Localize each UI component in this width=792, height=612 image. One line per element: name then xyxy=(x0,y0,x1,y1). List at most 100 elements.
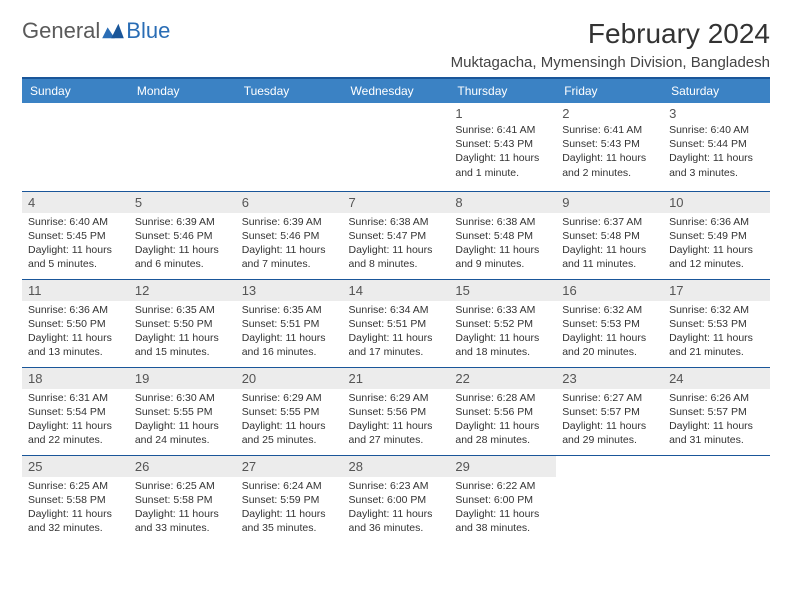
day-info: Sunrise: 6:39 AMSunset: 5:46 PMDaylight:… xyxy=(242,215,337,272)
day-info-line: and 24 minutes. xyxy=(135,433,230,447)
day-info-line: Daylight: 11 hours xyxy=(455,331,550,345)
day-info: Sunrise: 6:35 AMSunset: 5:51 PMDaylight:… xyxy=(242,303,337,360)
day-info-line: Sunset: 5:49 PM xyxy=(669,229,764,243)
calendar-cell: 2Sunrise: 6:41 AMSunset: 5:43 PMDaylight… xyxy=(556,103,663,191)
day-number: 14 xyxy=(343,280,450,301)
day-info-line: and 28 minutes. xyxy=(455,433,550,447)
calendar-head: SundayMondayTuesdayWednesdayThursdayFrid… xyxy=(22,79,770,103)
day-number: 29 xyxy=(449,456,556,477)
day-info-line: Daylight: 11 hours xyxy=(669,243,764,257)
day-number: 10 xyxy=(663,192,770,213)
day-info-line: and 3 minutes. xyxy=(669,166,764,180)
day-info-line: Sunrise: 6:29 AM xyxy=(349,391,444,405)
calendar-cell: 16Sunrise: 6:32 AMSunset: 5:53 PMDayligh… xyxy=(556,279,663,367)
day-info-line: Sunrise: 6:36 AM xyxy=(28,303,123,317)
calendar-cell-blank xyxy=(22,103,129,191)
day-info-line: Sunrise: 6:35 AM xyxy=(242,303,337,317)
calendar-cell: 23Sunrise: 6:27 AMSunset: 5:57 PMDayligh… xyxy=(556,367,663,455)
day-info-line: Sunrise: 6:41 AM xyxy=(562,123,657,137)
day-info-line: and 16 minutes. xyxy=(242,345,337,359)
day-info-line: and 11 minutes. xyxy=(562,257,657,271)
calendar-week: 18Sunrise: 6:31 AMSunset: 5:54 PMDayligh… xyxy=(22,367,770,455)
calendar-cell: 21Sunrise: 6:29 AMSunset: 5:56 PMDayligh… xyxy=(343,367,450,455)
day-info-line: Sunrise: 6:40 AM xyxy=(669,123,764,137)
day-info-line: and 1 minute. xyxy=(455,166,550,180)
calendar-cell: 1Sunrise: 6:41 AMSunset: 5:43 PMDaylight… xyxy=(449,103,556,191)
day-info-line: Sunset: 5:54 PM xyxy=(28,405,123,419)
day-info-line: Sunrise: 6:39 AM xyxy=(135,215,230,229)
day-info-line: Sunrise: 6:32 AM xyxy=(669,303,764,317)
day-number: 3 xyxy=(669,106,764,121)
brand-mark-icon xyxy=(102,22,124,40)
day-info-line: Sunset: 5:43 PM xyxy=(455,137,550,151)
calendar-week: 25Sunrise: 6:25 AMSunset: 5:58 PMDayligh… xyxy=(22,455,770,543)
day-info-line: and 32 minutes. xyxy=(28,521,123,535)
day-number: 18 xyxy=(22,368,129,389)
calendar-cell-blank xyxy=(236,103,343,191)
day-info-line: Sunrise: 6:28 AM xyxy=(455,391,550,405)
calendar-cell: 18Sunrise: 6:31 AMSunset: 5:54 PMDayligh… xyxy=(22,367,129,455)
day-info-line: Daylight: 11 hours xyxy=(669,151,764,165)
day-number: 13 xyxy=(236,280,343,301)
calendar-table: SundayMondayTuesdayWednesdayThursdayFrid… xyxy=(22,79,770,543)
day-info-line: Sunset: 5:46 PM xyxy=(135,229,230,243)
calendar-cell: 7Sunrise: 6:38 AMSunset: 5:47 PMDaylight… xyxy=(343,191,450,279)
calendar-cell: 19Sunrise: 6:30 AMSunset: 5:55 PMDayligh… xyxy=(129,367,236,455)
day-info-line: Sunrise: 6:33 AM xyxy=(455,303,550,317)
day-info-line: Sunset: 5:43 PM xyxy=(562,137,657,151)
day-info-line: and 9 minutes. xyxy=(455,257,550,271)
day-info: Sunrise: 6:25 AMSunset: 5:58 PMDaylight:… xyxy=(28,479,123,536)
calendar-cell: 3 Sunrise: 6:40 AMSunset: 5:44 PMDaylight… xyxy=(663,103,770,191)
day-info: Sunrise: 6:38 AMSunset: 5:47 PMDaylight:… xyxy=(349,215,444,272)
day-info-line: Sunset: 5:55 PM xyxy=(135,405,230,419)
day-info-line: and 25 minutes. xyxy=(242,433,337,447)
month-title: February 2024 xyxy=(451,18,770,50)
day-info-line: Sunrise: 6:37 AM xyxy=(562,215,657,229)
day-info: Sunrise: 6:27 AMSunset: 5:57 PMDaylight:… xyxy=(562,391,657,448)
day-header: Monday xyxy=(129,79,236,103)
calendar-cell: 5 Sunrise: 6:39 AMSunset: 5:46 PMDaylight… xyxy=(129,191,236,279)
day-header: Wednesday xyxy=(343,79,450,103)
day-info-line: Sunrise: 6:35 AM xyxy=(135,303,230,317)
calendar-week: 11Sunrise: 6:36 AMSunset: 5:50 PMDayligh… xyxy=(22,279,770,367)
day-info-line: Daylight: 11 hours xyxy=(135,243,230,257)
day-header: Sunday xyxy=(22,79,129,103)
day-info: Sunrise: 6:25 AMSunset: 5:58 PMDaylight:… xyxy=(135,479,230,536)
day-info: Sunrise: 6:37 AMSunset: 5:48 PMDaylight:… xyxy=(562,215,657,272)
day-info-line: and 31 minutes. xyxy=(669,433,764,447)
day-info-line: Sunrise: 6:36 AM xyxy=(669,215,764,229)
day-info-line: Sunrise: 6:39 AM xyxy=(242,215,337,229)
day-info: Sunrise: 6:41 AMSunset: 5:43 PMDaylight:… xyxy=(455,123,550,180)
day-info-line: Daylight: 11 hours xyxy=(455,243,550,257)
day-info-line: Daylight: 11 hours xyxy=(562,331,657,345)
day-info-line: Sunset: 6:00 PM xyxy=(349,493,444,507)
day-info: Sunrise: 6:22 AMSunset: 6:00 PMDaylight:… xyxy=(455,479,550,536)
day-info: Sunrise: 6:36 AMSunset: 5:49 PMDaylight:… xyxy=(669,215,764,272)
day-info-line: Daylight: 11 hours xyxy=(135,331,230,345)
calendar-cell: 6Sunrise: 6:39 AMSunset: 5:46 PMDaylight… xyxy=(236,191,343,279)
calendar-cell-blank xyxy=(556,455,663,543)
brand-logo: General Blue xyxy=(22,18,170,44)
calendar-week: 1Sunrise: 6:41 AMSunset: 5:43 PMDaylight… xyxy=(22,103,770,191)
day-info-line: Sunset: 5:58 PM xyxy=(135,493,230,507)
day-info-line: Daylight: 11 hours xyxy=(135,507,230,521)
day-header: Tuesday xyxy=(236,79,343,103)
day-info: Sunrise: 6:33 AMSunset: 5:52 PMDaylight:… xyxy=(455,303,550,360)
day-info-line: Sunrise: 6:22 AM xyxy=(455,479,550,493)
day-info-line: Daylight: 11 hours xyxy=(242,331,337,345)
day-number: 11 xyxy=(22,280,129,301)
day-number: 27 xyxy=(236,456,343,477)
day-info-line: and 17 minutes. xyxy=(349,345,444,359)
day-number: 22 xyxy=(449,368,556,389)
day-info-line: Sunset: 5:58 PM xyxy=(28,493,123,507)
calendar-cell: 22Sunrise: 6:28 AMSunset: 5:56 PMDayligh… xyxy=(449,367,556,455)
day-info-line: Daylight: 11 hours xyxy=(349,243,444,257)
day-info: Sunrise: 6:35 AMSunset: 5:50 PMDaylight:… xyxy=(135,303,230,360)
day-number: 28 xyxy=(343,456,450,477)
day-info-line: Sunset: 5:44 PM xyxy=(669,137,764,151)
calendar-cell: 8Sunrise: 6:38 AMSunset: 5:48 PMDaylight… xyxy=(449,191,556,279)
day-number: 5 xyxy=(129,192,236,213)
day-info-line: and 36 minutes. xyxy=(349,521,444,535)
calendar-cell: 17Sunrise: 6:32 AMSunset: 5:53 PMDayligh… xyxy=(663,279,770,367)
day-info-line: and 12 minutes. xyxy=(669,257,764,271)
